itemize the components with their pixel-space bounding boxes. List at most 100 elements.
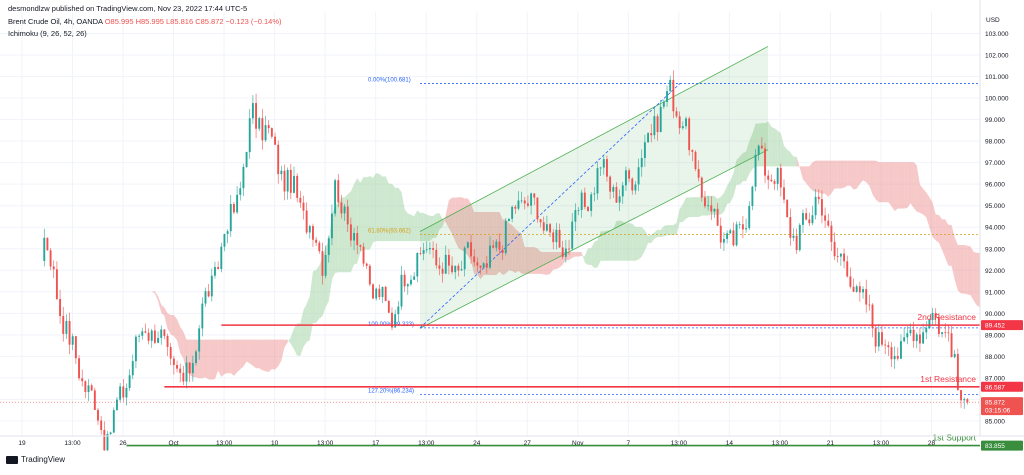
candle [612,184,615,198]
candle-body [435,249,438,266]
channel-lower-line [419,149,769,329]
kumo-segment [954,237,958,291]
kumo-segment [935,214,939,243]
candle-body [732,230,735,246]
candle [501,245,504,260]
candle [460,260,463,271]
kumo-segment [183,331,187,372]
candle-body [489,245,491,268]
kumo-segment [875,160,879,203]
candle [862,286,864,299]
price-tick-label: 93.000 [985,246,1005,253]
candle [716,202,719,226]
candle [264,115,267,142]
kumo-segment [553,252,557,270]
candle-body [359,245,362,247]
candle-body [558,229,561,248]
tradingview-logo[interactable]: TradingView [6,455,65,464]
candle [349,217,352,247]
sr-levels: 2nd Resistance 1st Resistance 1st Support [126,312,980,447]
kumo-segment [464,198,468,256]
kumo-segment [224,339,228,374]
ohlc-values: O85.995 H85.995 L85.816 C85.872 −0.123 (… [104,17,282,26]
kumo-segment [252,339,257,369]
kumo-segment [840,160,845,189]
time-tick-label: 13:00 [64,440,81,447]
candle [239,181,242,201]
candle [789,208,792,246]
kumo-segment [923,188,927,218]
candle [87,378,90,402]
time-tick-label: 10 [271,440,279,447]
candle [195,349,197,366]
candle [340,194,343,219]
kumo-segment [344,194,348,273]
candle-body [343,206,346,214]
candle-body [517,200,520,209]
candle [726,230,729,244]
candle [685,116,687,130]
candle [375,287,378,301]
candle [413,272,416,280]
candle [267,120,270,134]
candle [681,121,684,130]
candle [495,239,498,252]
candle-body [587,206,589,211]
candle-body [662,102,665,107]
candle [884,339,887,355]
candle-body [267,125,270,129]
candle-body [729,230,732,234]
kumo-segment [354,177,358,265]
candle [109,431,112,435]
candle-body [726,233,729,239]
candle [735,221,738,247]
price-tick-label: 101.000 [985,74,1009,81]
candle-body [947,332,950,334]
kumo-segment [167,313,171,335]
kumo-segment [654,229,658,239]
candle [618,189,621,212]
candle-body [820,199,823,216]
candle [410,275,412,287]
kumo-segment [837,160,841,189]
candle-body [255,103,258,129]
candle [549,222,552,237]
candle [552,228,555,250]
candle [283,164,286,201]
candle [653,106,656,140]
kumo-segment [262,339,266,372]
kumo-segment [638,226,642,260]
candle [318,240,321,254]
candle [308,224,311,239]
kumo-segment [151,291,155,294]
candle [454,265,457,280]
kumo-segment [818,160,822,194]
candle [583,187,586,210]
kumo-segment [777,130,781,167]
candle [353,227,356,251]
candle [251,95,254,125]
brand-name: TradingView [21,455,66,464]
kumo-segment [461,197,465,252]
candle [764,142,766,184]
candle [934,308,937,326]
kumo-segment [227,339,231,374]
candle [191,355,194,382]
candle-body [574,210,577,222]
kumo-segment [622,221,626,261]
candle [134,334,137,369]
candle [647,131,650,143]
candle-body [270,128,273,137]
kumo-segment [812,160,816,193]
candle-body [365,263,368,266]
candle [172,355,175,375]
indicator-legend[interactable]: Ichimoku (9, 26, 52, 26) [8,29,87,38]
candle-body [694,151,697,170]
price-tick-label: 92.000 [985,268,1005,275]
candle [656,113,659,141]
candle [887,341,890,356]
candle-body [308,226,311,233]
candle-body [887,345,890,348]
